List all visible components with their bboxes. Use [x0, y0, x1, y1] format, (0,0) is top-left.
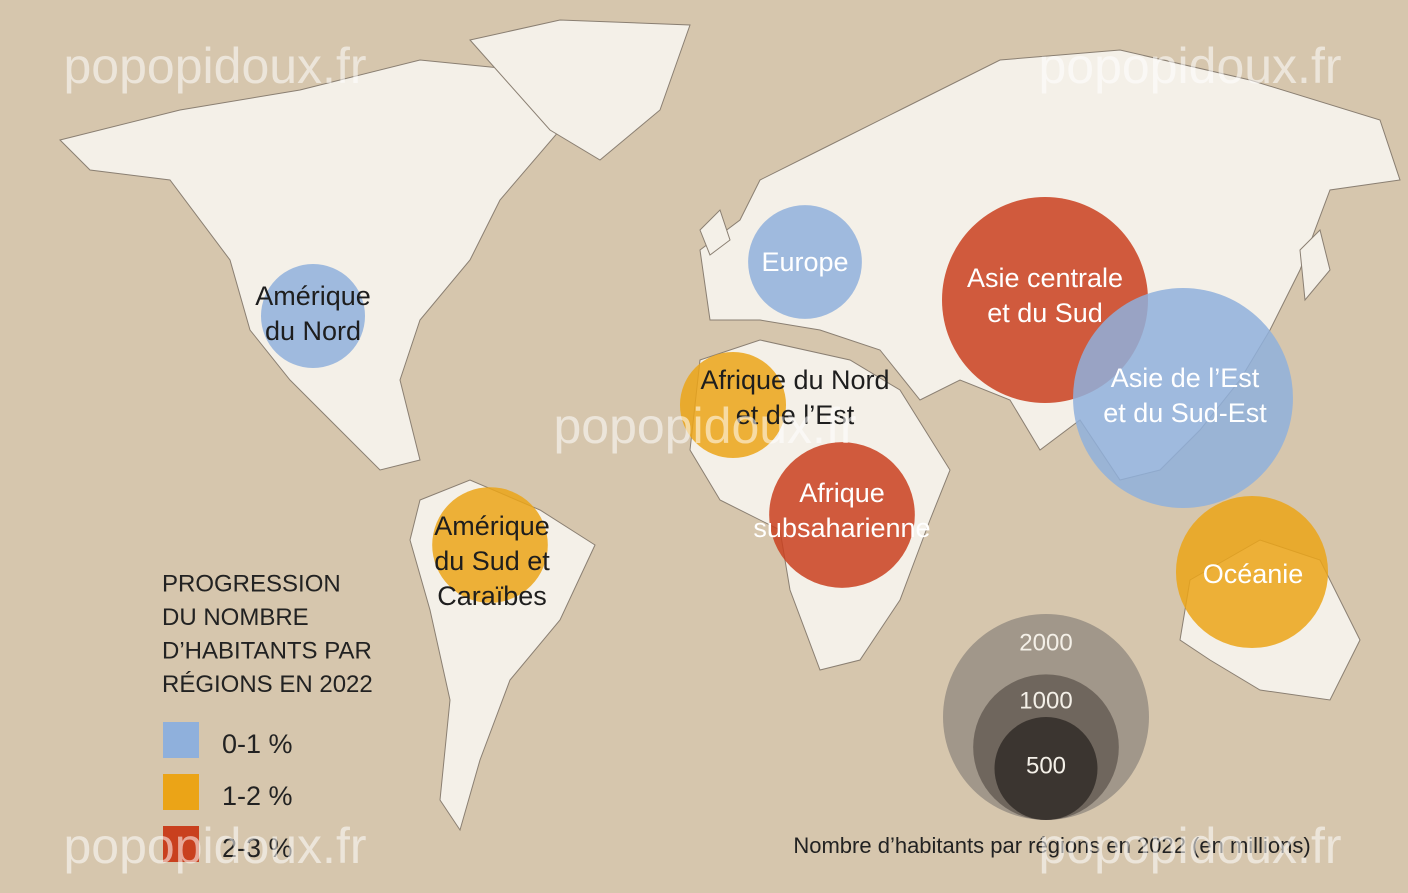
region-label: du Nord [265, 316, 361, 346]
watermark: popopidoux.fr [63, 38, 366, 94]
region-label: Afrique [799, 478, 885, 508]
watermark: popopidoux.fr [553, 398, 856, 454]
watermark: popopidoux.fr [1038, 38, 1341, 94]
size-legend-caption: Nombre d’habitants par régions en 2022 (… [793, 833, 1310, 858]
region-label: et du Sud-Est [1103, 398, 1267, 428]
region-label: Amérique [434, 511, 550, 541]
region-label: Asie centrale [967, 263, 1123, 293]
region-label: Caraïbes [437, 581, 547, 611]
size-legend-label: 500 [1026, 752, 1066, 779]
region-label: subsaharienne [753, 513, 930, 543]
legend-title: DU NOMBRE [162, 604, 309, 631]
legend-title: D’HABITANTS PAR [162, 637, 372, 664]
legend-swatch [163, 826, 199, 862]
region-bubble [769, 442, 915, 588]
region-label: Amérique [255, 281, 371, 311]
region-label: Europe [761, 247, 848, 277]
region-bubble [1073, 288, 1293, 508]
region-bubble [679, 351, 787, 459]
legend-label: 2-3 % [222, 833, 293, 863]
region-label: et de l’Est [736, 400, 855, 430]
size-legend-circle [994, 717, 1098, 820]
region-bubble [260, 263, 366, 369]
region-bubble [1175, 495, 1329, 649]
legend-swatch [163, 774, 199, 810]
legend-label: 1-2 % [222, 781, 293, 811]
region-label: Afrique du Nord [700, 365, 889, 395]
legend-title: RÉGIONS EN 2022 [162, 671, 373, 698]
region-label: du Sud et [434, 546, 550, 576]
region-bubble [748, 205, 862, 319]
watermark: popopidoux.fr [63, 818, 366, 874]
region-label: et du Sud [987, 298, 1103, 328]
legend-swatch [163, 722, 199, 758]
region-label: Asie de l’Est [1111, 363, 1260, 393]
size-legend-label: 2000 [1019, 629, 1072, 656]
legend-label: 0-1 % [222, 729, 293, 759]
region-bubble [432, 487, 548, 603]
watermark: popopidoux.fr [1038, 818, 1341, 874]
size-legend-label: 1000 [1019, 688, 1072, 715]
region-label: Océanie [1203, 559, 1304, 589]
legend-title: PROGRESSION [162, 570, 341, 597]
